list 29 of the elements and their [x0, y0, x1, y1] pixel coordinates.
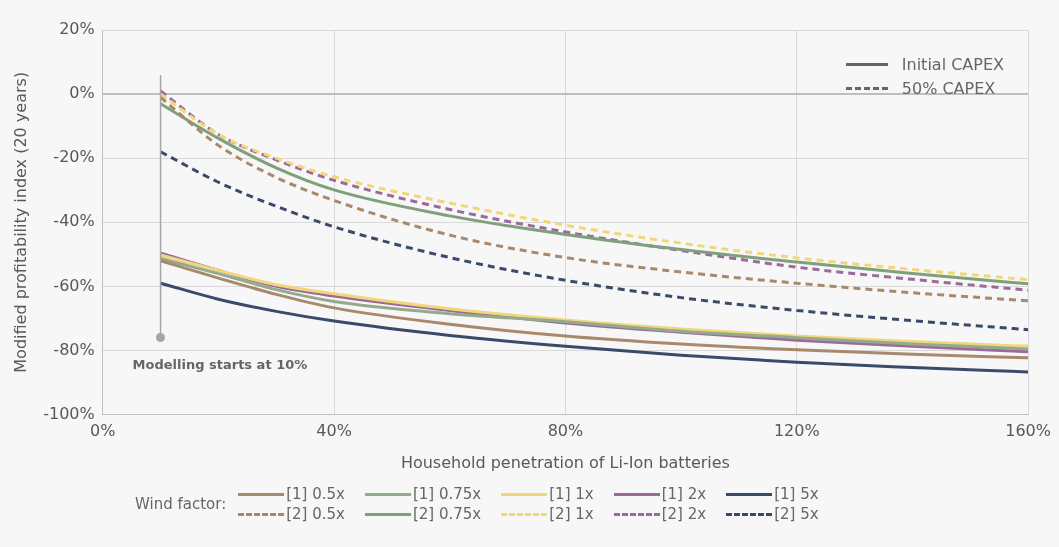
legend-label: [2] 1x [549, 505, 594, 523]
y-tick-label: -60% [53, 275, 95, 295]
y-tick-label: 0% [69, 83, 95, 103]
legend-title: Wind factor: [135, 495, 227, 513]
y-tick-label: 20% [59, 19, 95, 39]
legend-label: [2] 0.75x [412, 505, 482, 523]
annotation: Initial CAPEX [901, 54, 1004, 74]
y-axis-title: Modified profitability index (20 years) [10, 71, 30, 373]
y-tick-label: -20% [53, 147, 95, 167]
legend-label: [2] 5x [774, 505, 819, 523]
x-tick-label: 160% [1005, 421, 1051, 441]
legend-label: [1] 0.5x [286, 485, 345, 503]
legend-label: [2] 2x [661, 505, 707, 523]
ref-line-label: Modelling starts at 10% [132, 356, 308, 372]
x-tick-label: 40% [316, 421, 352, 441]
legend-label: [1] 1x [549, 485, 594, 503]
x-axis-title: Household penetration of Li-Ion batteries [400, 452, 730, 472]
line-series [159, 150, 1029, 332]
legend-label: [1] 2x [661, 485, 707, 503]
legend-label: [1] 0.75x [412, 485, 482, 503]
x-tick-label: 0% [90, 421, 116, 441]
annotation: 50% CAPEX [901, 78, 996, 98]
y-tick-label: -80% [53, 339, 95, 359]
y-tick-label: -100% [43, 403, 95, 423]
legend-label: [2] 0.5x [286, 505, 345, 523]
x-tick-label: 80% [547, 421, 584, 441]
legend-label: [1] 5x [774, 485, 819, 503]
x-tick-label: 120% [773, 421, 820, 441]
y-tick-label: -40% [53, 211, 95, 231]
